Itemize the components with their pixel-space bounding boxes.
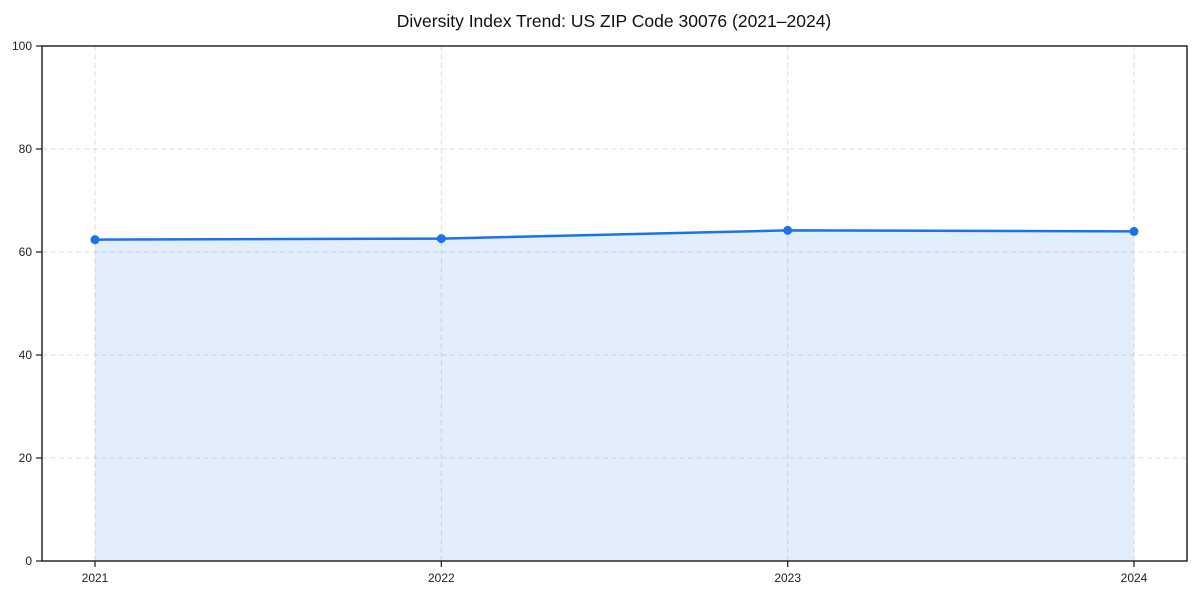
trend-line (93, 229, 1136, 241)
x-tick-label: 2022 (428, 571, 455, 585)
chart-title: Diversity Index Trend: US ZIP Code 30076… (396, 11, 832, 31)
x-tick-label: 2024 (1121, 571, 1148, 585)
x-tick-label: 2021 (82, 571, 109, 585)
data-point-2024 (1129, 226, 1139, 236)
y-tick-label: 20 (19, 451, 33, 465)
x-tick-label: 2023 (774, 571, 801, 585)
y-tick-label: 40 (19, 348, 33, 362)
y-tick-label: 60 (19, 245, 33, 259)
data-point-2022 (436, 234, 446, 244)
data-point-2021 (90, 235, 100, 245)
plot-border (41, 45, 1188, 562)
y-tick-label: 100 (12, 39, 32, 53)
data-point-2023 (783, 225, 793, 235)
y-tick-label: 0 (25, 554, 32, 568)
area-fill (95, 230, 1134, 561)
y-tick-label: 80 (19, 142, 33, 156)
